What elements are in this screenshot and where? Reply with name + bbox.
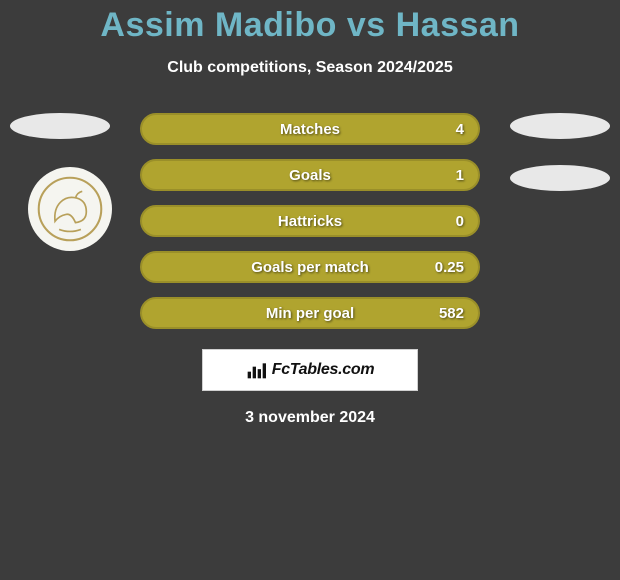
player-slot-right-2	[510, 165, 610, 191]
date-label: 3 november 2024	[0, 409, 620, 427]
brand-text: FcTables.com	[272, 361, 375, 379]
comparison-card: Assim Madibo vs Hassan Club competitions…	[0, 6, 620, 580]
page-title: Assim Madibo vs Hassan	[0, 6, 620, 45]
bar-chart-icon	[246, 360, 266, 380]
stat-label: Matches	[280, 121, 340, 138]
stat-value: 0.25	[435, 259, 464, 276]
stat-value: 1	[456, 167, 464, 184]
stat-bar: Min per goal 582	[140, 297, 480, 329]
brand-attribution: FcTables.com	[202, 349, 418, 391]
stat-bar: Goals 1	[140, 159, 480, 191]
club-logo	[28, 167, 112, 251]
stat-bar-list: Matches 4 Goals 1 Hattricks 0 Goals per …	[140, 113, 480, 329]
player-slot-right-1	[510, 113, 610, 139]
stat-label: Goals per match	[251, 259, 369, 276]
stat-label: Min per goal	[266, 305, 354, 322]
content-area: Matches 4 Goals 1 Hattricks 0 Goals per …	[0, 113, 620, 427]
stat-bar: Matches 4	[140, 113, 480, 145]
stat-bar: Goals per match 0.25	[140, 251, 480, 283]
stat-value: 4	[456, 121, 464, 138]
stat-value: 582	[439, 305, 464, 322]
subtitle: Club competitions, Season 2024/2025	[0, 59, 620, 77]
stat-value: 0	[456, 213, 464, 230]
stat-label: Goals	[289, 167, 331, 184]
player-slot-left-1	[10, 113, 110, 139]
stat-label: Hattricks	[278, 213, 342, 230]
club-logo-icon	[36, 175, 104, 243]
stat-bar: Hattricks 0	[140, 205, 480, 237]
